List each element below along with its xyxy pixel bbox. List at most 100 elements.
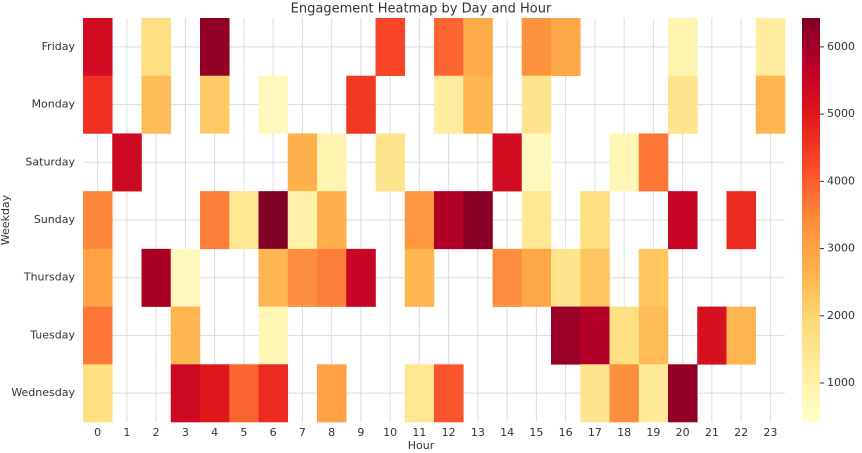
x-tick-label: 2 bbox=[153, 426, 160, 439]
heat-cell bbox=[434, 18, 464, 77]
heat-cell bbox=[200, 18, 230, 77]
chart-title: Engagement Heatmap by Day and Hour bbox=[291, 2, 552, 17]
heat-cell bbox=[200, 191, 230, 250]
heat-cell bbox=[317, 364, 347, 423]
x-tick-label: 6 bbox=[270, 426, 277, 439]
x-tick-label: 5 bbox=[240, 426, 247, 439]
heat-cell bbox=[521, 133, 552, 192]
colorbar-tick-label: 5000 bbox=[827, 107, 855, 120]
heat-cell bbox=[229, 191, 259, 250]
y-tick-label: Saturday bbox=[25, 155, 75, 168]
x-tick-label: 21 bbox=[705, 426, 719, 439]
heat-cell bbox=[317, 191, 347, 250]
y-tick-label: Monday bbox=[32, 98, 76, 111]
heat-cell bbox=[668, 364, 698, 423]
x-tick-label: 22 bbox=[734, 426, 748, 439]
colorbar-tick-label: 6000 bbox=[827, 40, 855, 53]
heat-cell bbox=[434, 364, 464, 423]
heat-cell bbox=[580, 306, 610, 365]
x-tick-label: 19 bbox=[646, 426, 660, 439]
heat-cell bbox=[141, 248, 172, 307]
heat-cell bbox=[638, 306, 669, 365]
heat-cell bbox=[170, 248, 201, 307]
heat-cell bbox=[521, 191, 552, 250]
heat-cell bbox=[755, 18, 786, 77]
heat-cell bbox=[638, 364, 669, 423]
heat-cell bbox=[726, 306, 757, 365]
heat-cell bbox=[375, 18, 406, 77]
heat-cell bbox=[668, 18, 698, 77]
heat-cell bbox=[521, 75, 552, 134]
heat-cell bbox=[317, 133, 347, 192]
x-axis-label: Hour bbox=[408, 439, 435, 449]
heat-cell bbox=[317, 248, 347, 307]
x-tick-label: 8 bbox=[328, 426, 335, 439]
heat-cell bbox=[287, 191, 318, 250]
heat-cell bbox=[609, 306, 640, 365]
y-tick-label: Thursday bbox=[23, 271, 76, 284]
heat-cell bbox=[287, 248, 318, 307]
heat-cell bbox=[551, 306, 581, 365]
heat-cell bbox=[492, 133, 523, 192]
x-tick-label: 14 bbox=[500, 426, 514, 439]
heat-cell bbox=[258, 191, 289, 250]
heat-cell bbox=[83, 75, 113, 134]
heat-cell bbox=[83, 306, 113, 365]
x-tick-label: 13 bbox=[471, 426, 485, 439]
heat-cell bbox=[83, 18, 113, 77]
heat-cell bbox=[668, 191, 698, 250]
x-tick-label: 9 bbox=[357, 426, 364, 439]
heat-cell bbox=[551, 18, 581, 77]
x-tick-label: 3 bbox=[182, 426, 189, 439]
colorbar-tick-label: 1000 bbox=[827, 376, 855, 389]
x-tick-label: 0 bbox=[94, 426, 101, 439]
heat-cell bbox=[609, 133, 640, 192]
y-tick-label: Friday bbox=[42, 40, 76, 53]
x-tick-label: 4 bbox=[211, 426, 218, 439]
heat-cell bbox=[346, 75, 376, 134]
colorbar-tick-label: 3000 bbox=[827, 242, 855, 255]
heat-cell bbox=[83, 248, 113, 307]
heat-cell bbox=[726, 191, 757, 250]
y-tick-label: Tuesday bbox=[29, 328, 75, 341]
y-axis-label: Weekday bbox=[0, 194, 12, 245]
x-tick-label: 20 bbox=[676, 426, 690, 439]
heat-cell bbox=[668, 75, 698, 134]
colorbar-tick-label: 2000 bbox=[827, 309, 855, 322]
heat-cell bbox=[697, 306, 727, 365]
heat-cell bbox=[83, 191, 113, 250]
x-tick-label: 10 bbox=[383, 426, 397, 439]
x-tick-label: 12 bbox=[442, 426, 456, 439]
heat-cell bbox=[112, 133, 142, 192]
heat-cell bbox=[141, 75, 172, 134]
heat-cell bbox=[521, 18, 552, 77]
heat-cell bbox=[463, 191, 493, 250]
heat-cell bbox=[638, 133, 669, 192]
heat-cell bbox=[141, 18, 172, 77]
heat-cell bbox=[580, 248, 610, 307]
heat-cell bbox=[638, 248, 669, 307]
heat-cell bbox=[580, 191, 610, 250]
heat-cell bbox=[434, 191, 464, 250]
heat-cell bbox=[434, 75, 464, 134]
heat-cell bbox=[346, 248, 376, 307]
heat-cell bbox=[229, 364, 259, 423]
y-tick-label: Wednesday bbox=[11, 386, 75, 399]
heat-cell bbox=[404, 191, 435, 250]
heat-cell bbox=[258, 248, 289, 307]
heat-cell bbox=[258, 364, 289, 423]
heat-cell bbox=[200, 364, 230, 423]
x-tick-label: 15 bbox=[529, 426, 543, 439]
x-tick-label: 16 bbox=[559, 426, 573, 439]
heat-cell bbox=[463, 75, 493, 134]
x-tick-label: 23 bbox=[763, 426, 777, 439]
heat-cell bbox=[258, 306, 289, 365]
heat-cell bbox=[170, 364, 201, 423]
heat-cell bbox=[83, 364, 113, 423]
heat-cell bbox=[521, 248, 552, 307]
y-tick-label: Sunday bbox=[34, 213, 76, 226]
heat-cell bbox=[492, 248, 523, 307]
heat-cell bbox=[404, 364, 435, 423]
x-tick-label: 11 bbox=[412, 426, 426, 439]
